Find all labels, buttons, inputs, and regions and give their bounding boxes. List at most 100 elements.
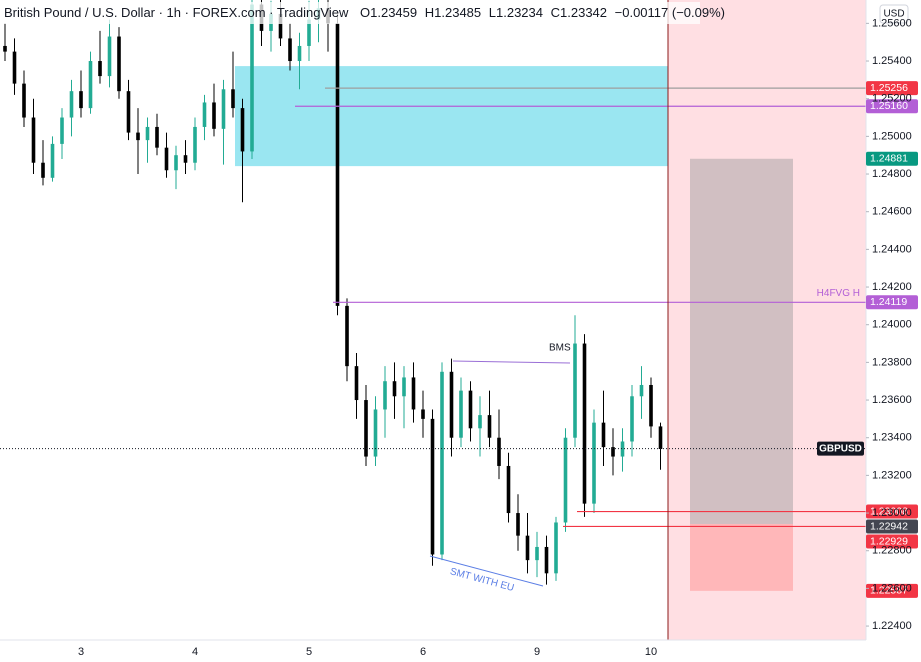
candle-body [145,126,150,141]
candle-body [307,19,311,46]
candle-body [50,143,55,178]
level-badge [866,504,918,519]
candle-body [202,102,207,127]
ohlc-high: H1.23485 [425,5,481,20]
candle-body [630,396,634,442]
candle-body [478,415,482,429]
x-tick-label: 10 [645,646,657,658]
x-tick-label: 3 [78,646,84,658]
candle-body [345,305,349,367]
y-tick-label: 1.24400 [872,243,912,255]
candle-body [41,162,45,178]
candle-body [288,38,292,62]
header-bg [0,2,700,24]
symbol-label: GBPUSD [819,443,862,454]
candle-body [402,377,406,397]
candle-body [582,343,587,504]
candle-body [69,91,74,118]
candle-body [620,441,625,457]
candle-body [535,546,539,561]
candle-body [497,437,501,466]
currency[interactable]: USD [883,9,904,20]
candle-body [544,546,549,574]
bms-label: BMS [549,343,571,354]
x-tick-label: 5 [306,646,312,658]
y-tick-label: 1.23200 [872,469,912,481]
bms-line [452,360,571,364]
candle-body [60,117,64,144]
symbol-badge [817,441,864,456]
level-label: 1.25256 [870,82,908,94]
candle-body [364,400,368,457]
level-label: 1.22942 [870,520,908,532]
candle-body [31,117,36,163]
level-label: 1.22929 [870,535,908,547]
x-tick-label: 6 [420,646,426,658]
level-label: 1.22587 [870,585,908,597]
y-tick-label: 1.22800 [872,545,912,557]
candle-body [430,418,435,555]
candle-body [573,343,577,438]
y-tick-label: 1.24600 [872,206,912,218]
candle-body [554,522,558,574]
ohlc-low: L1.23234 [489,5,543,20]
candle-body [3,45,7,52]
candle-body [392,381,397,397]
candle-body [487,415,492,438]
level-label: 1.24119 [870,296,907,308]
level-badge [866,151,918,166]
y-tick-label: 1.25400 [872,55,912,67]
candle-body [658,426,663,450]
y-tick-label: 1.25600 [872,17,912,29]
candle-body [231,89,235,109]
level-label: 1.25160 [870,100,908,112]
candle-body [649,384,653,427]
level-badge [866,81,918,96]
candle-body [117,36,121,92]
candle-body [411,377,416,410]
candle-body [98,61,102,77]
candle-body [449,371,454,438]
candle-body [335,23,340,306]
candle-body [107,36,112,77]
ohlc-open: O1.23459 [360,5,417,20]
candle-body [525,535,530,561]
candle-body [516,513,520,536]
smt-label: SMT WITH EU [449,566,516,594]
currency-box[interactable] [879,4,909,24]
candle-body [183,155,188,163]
candle-body [136,132,140,141]
level-text: H4FVG H [817,288,860,299]
candle-body [468,390,473,429]
x-tick-label: 4 [192,646,198,658]
y-tick-label: 1.23800 [872,356,912,368]
candle-body [240,108,245,152]
symbol-title: British Pound / U.S. Dollar · 1h · FOREX… [4,5,349,20]
candle-body [12,51,17,84]
level-label: 1.24881 [870,153,908,165]
smt-line [429,555,544,587]
candle-body [221,89,226,129]
level-badge [866,583,918,598]
candle-body [373,409,378,457]
y-tick-label: 1.24000 [872,319,912,331]
ohlc-close: C1.23342 [551,5,607,20]
candle-body [79,91,83,109]
candle-body [174,155,178,171]
y-tick-label: 1.22600 [872,582,912,594]
level-badge [866,519,918,534]
candle-body [278,13,283,39]
y-tick-label: 1.25200 [872,93,912,105]
candle-body [126,91,131,133]
y-tick-label: 1.23000 [872,507,912,519]
y-tick-label: 1.22400 [872,620,912,632]
candle-body [459,390,463,438]
zone [690,158,793,524]
y-tick-label: 1.23400 [872,432,912,444]
candle-body [155,126,159,148]
candle-body [383,381,387,410]
candle-body [22,83,26,118]
level-badge [866,99,918,114]
x-tick-label: 9 [534,646,540,658]
candle-body [193,126,197,163]
